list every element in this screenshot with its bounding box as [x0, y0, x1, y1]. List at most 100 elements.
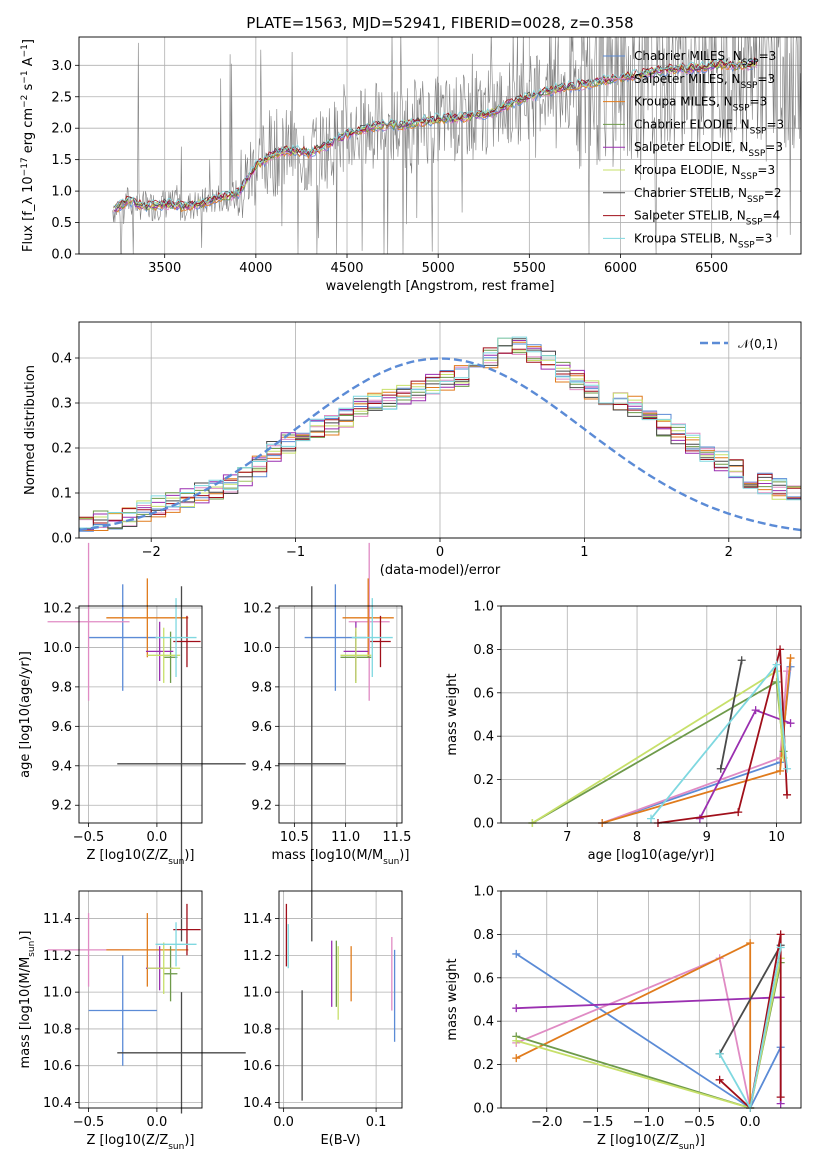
y-tick-label: 11.2: [243, 949, 272, 964]
x-tick-label: −2.0: [531, 1115, 563, 1130]
y-tick-label: 0.1: [51, 487, 72, 502]
y-tick-label: 3.0: [51, 59, 72, 74]
x-tick-label: −1.5: [582, 1115, 614, 1130]
x-tick-label: −0.5: [684, 1115, 716, 1130]
y-tick-label: 0.4: [473, 1015, 494, 1030]
weight-line: [515, 941, 752, 1108]
plot-area: [528, 645, 795, 827]
y-axis-label: age [log10(age/yr)]: [18, 651, 33, 778]
weight-marker: [512, 1036, 521, 1045]
legend-entry: Kroupa STELIB, NSSP=3: [634, 231, 772, 250]
y-tick-label: 0.0: [51, 248, 72, 263]
weight-line: [601, 671, 788, 824]
x-axis-label: Z [log10(Z/Zsun)]: [87, 1133, 195, 1152]
weight-marker: [786, 719, 795, 728]
y-tick-label: 9.6: [251, 720, 272, 735]
y-tick-label: 0.6: [473, 686, 494, 701]
y-axis-label: mass [log10(M/Msun)]: [18, 931, 37, 1069]
x-tick-label: 0: [436, 545, 444, 560]
axes-frame: [78, 321, 802, 539]
x-axis-label: Z [log10(Z/Zsun)]: [87, 848, 195, 867]
age-vs-mass-axes: 10.5 11.0 11.5 9.2 9.4 9.6 9.8 10.0 10.2 mass [lo…: [243, 542, 411, 942]
plot-area: [47, 903, 246, 1114]
x-tick-label: −0.5: [73, 1115, 105, 1130]
weight-marker: [776, 943, 785, 952]
legend-entry: Salpeter ELODIE, NSSP=3: [634, 140, 783, 159]
y-tick-label: 11.0: [243, 986, 272, 1001]
plot-area: [112, 37, 801, 254]
y-axis-label: mass weight: [445, 958, 460, 1040]
y-tick-label: 0.0: [473, 1102, 494, 1117]
spectrum-legend: Chabrier MILES, NSSP=3 Salpeter MILES, NS…: [603, 49, 784, 250]
y-tick-label: 11.2: [43, 949, 72, 964]
residual-histogram-axes: −2 −1 0 1 2 0.0 0.1 0.2 0.3 0.4 (data-model)/error…: [23, 321, 802, 578]
y-tick-label: 9.2: [51, 799, 72, 814]
y-tick-label: 10.6: [43, 1059, 72, 1074]
legend-entry: Salpeter MILES, NSSP=3: [634, 72, 775, 91]
weight-marker: [647, 814, 655, 823]
x-tick-label: −1.0: [633, 1115, 665, 1130]
weight-line: [718, 934, 782, 1110]
y-axis-label: Normed distribution: [23, 365, 38, 495]
residual-histogram: [79, 336, 801, 529]
y-tick-label: 10.8: [243, 1022, 272, 1037]
plot-area: [78, 336, 802, 532]
legend-entry: 𝒩(0,1): [738, 337, 778, 351]
x-tick-label: 0.0: [147, 1115, 168, 1130]
model-line: [113, 56, 758, 208]
weight-line: [531, 669, 785, 824]
legend-entry: Kroupa ELODIE, NSSP=3: [634, 163, 775, 182]
y-tick-label: 11.4: [243, 912, 272, 927]
y-tick-label: 9.4: [51, 759, 72, 774]
y-tick-label: 9.6: [51, 720, 72, 735]
x-tick-label: 11.0: [331, 830, 360, 845]
y-tick-label: 9.8: [51, 680, 72, 695]
y-tick-label: 10.4: [243, 1096, 272, 1111]
axes-frame: [278, 605, 403, 824]
weight-marker: [715, 1075, 724, 1084]
weight-marker: [734, 808, 743, 817]
axes-frame: [500, 890, 802, 1109]
weight-marker: [776, 1093, 785, 1102]
x-tick-label: 4000: [239, 261, 272, 276]
weight-line: [657, 649, 788, 824]
normal-curve: [78, 357, 802, 532]
plot-area: [285, 903, 396, 1101]
plot-area: [47, 542, 246, 942]
y-tick-label: 10.6: [243, 1059, 272, 1074]
weight-marker: [512, 1004, 521, 1013]
x-tick-label: 0.0: [147, 830, 168, 845]
y-tick-label: 9.2: [251, 799, 272, 814]
y-tick-label: 0.2: [473, 773, 494, 788]
x-tick-label: 5000: [422, 261, 455, 276]
legend-entry: Salpeter STELIB, NSSP=4: [634, 209, 780, 228]
y-axis-label: Flux [f_λ 10−17 erg cm−2 s−1 A−1]: [20, 39, 36, 252]
y-tick-label: 0.4: [473, 730, 494, 745]
x-axis-label: Z [log10(Z/Zsun)]: [597, 1133, 705, 1152]
legend-entry: Kroupa MILES, NSSP=3: [634, 95, 767, 114]
x-tick-label: 4500: [330, 261, 363, 276]
x-tick-label: 7: [563, 830, 571, 845]
weight-marker: [695, 814, 704, 823]
y-tick-label: 0.3: [51, 397, 72, 412]
y-tick-label: 10.2: [243, 601, 272, 616]
weight-marker: [715, 1049, 724, 1058]
x-tick-label: 5500: [513, 261, 546, 276]
x-tick-label: 8: [633, 830, 641, 845]
weight-marker: [737, 656, 746, 665]
y-tick-label: 1.0: [473, 885, 494, 900]
y-tick-label: 10.8: [43, 1022, 72, 1037]
y-tick-label: 10.0: [243, 641, 272, 656]
spectrum-axes: 3500 4000 4500 5000 5500 6000 6500 0.0 0.5 1.0 1.5…: [20, 36, 802, 294]
figure-title: PLATE=1563, MJD=52941, FIBERID=0028, z=0…: [246, 14, 633, 32]
model-line: [113, 58, 758, 208]
y-axis-label: mass weight: [445, 673, 460, 755]
x-tick-label: 0.0: [740, 1115, 761, 1130]
weight-marker: [716, 764, 725, 773]
residual-histogram: [79, 347, 801, 524]
y-tick-label: 0.8: [473, 643, 494, 658]
y-tick-label: 0.6: [473, 971, 494, 986]
legend-entry: Chabrier STELIB, NSSP=2: [634, 186, 782, 205]
y-tick-label: 2.5: [51, 90, 72, 105]
weight-marker: [783, 790, 792, 799]
